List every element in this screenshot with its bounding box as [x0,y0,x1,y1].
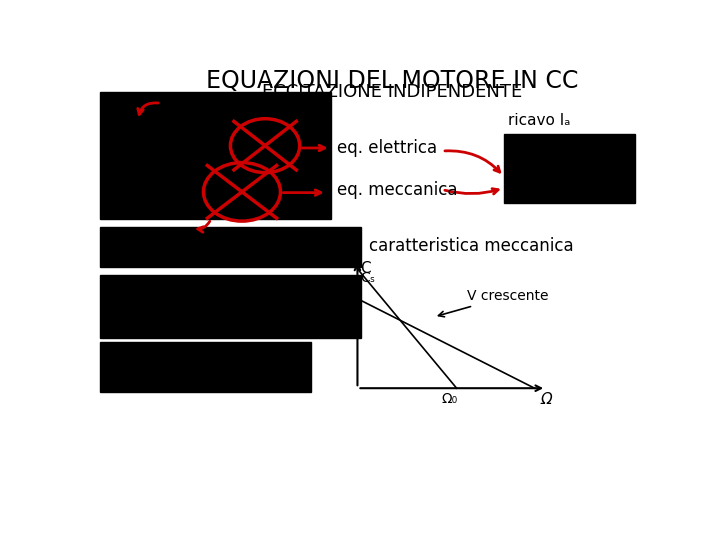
Bar [99,92,330,219]
Bar [99,342,311,392]
Text: eq. elettrica: eq. elettrica [337,139,437,157]
Text: a regime =0: a regime =0 [150,99,236,113]
Text: V crescente: V crescente [438,289,549,317]
Text: C: C [361,261,371,276]
Text: Cₛ: Cₛ [361,271,376,285]
Bar [99,275,361,338]
Bar [99,226,361,267]
Bar [504,134,634,204]
Text: Ω: Ω [540,392,552,407]
Text: caratteristica meccanica: caratteristica meccanica [369,237,574,255]
Text: ricavo Iₐ: ricavo Iₐ [508,113,570,128]
Text: Ω₀: Ω₀ [441,392,457,406]
Text: ECCITAZIONE INDIPENDENTE: ECCITAZIONE INDIPENDENTE [262,83,522,100]
Text: eq. meccanica: eq. meccanica [337,181,457,199]
Text: EQUAZIONI DEL MOTORE IN CC: EQUAZIONI DEL MOTORE IN CC [206,69,578,93]
